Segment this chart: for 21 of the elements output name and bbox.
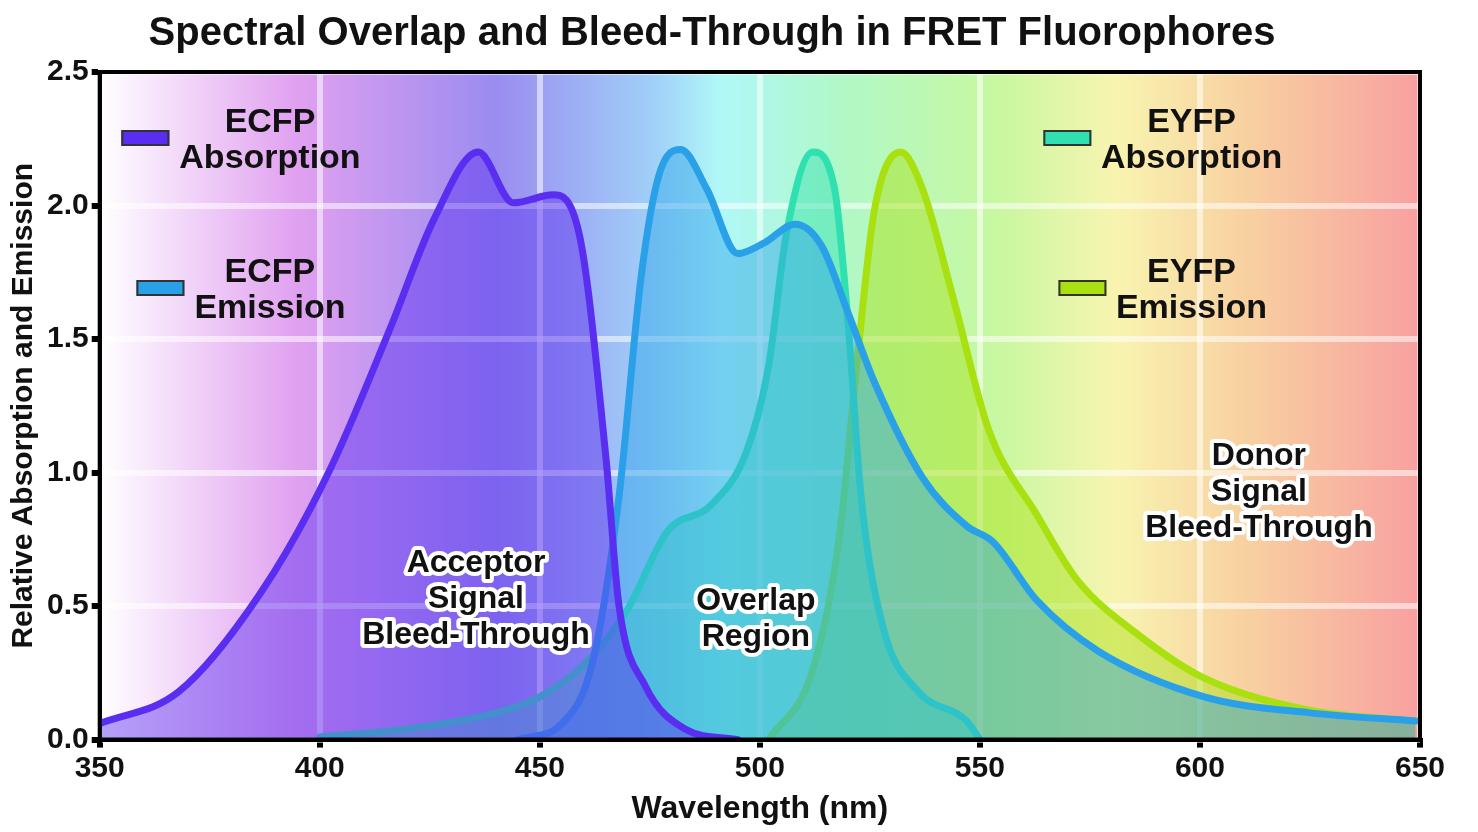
y-axis-title: Relative Absorption and Emission xyxy=(5,162,39,649)
chart-title: Spectral Overlap and Bleed-Through in FRET Fluorophores xyxy=(148,9,1276,54)
legend-label: EYFP Absorption xyxy=(1100,101,1283,176)
legend-label: ECFP Emission xyxy=(194,251,346,326)
x-tick-label: 400 xyxy=(294,749,345,783)
y-tick-label: 0.5 xyxy=(46,587,89,621)
x-tick-label: 550 xyxy=(954,749,1005,783)
x-tick-label: 500 xyxy=(734,749,785,783)
y-tick-label: 1.0 xyxy=(46,453,89,487)
legend-label: ECFP Absorption xyxy=(179,101,361,176)
annotation: Acceptor Signal Bleed-Through xyxy=(362,543,590,652)
annotation: Donor Signal Bleed-Through xyxy=(1145,436,1373,545)
x-axis-title: Wavelength (nm) xyxy=(631,788,889,825)
y-tick-label: 2.5 xyxy=(46,53,89,87)
legend-label: EYFP Emission xyxy=(1115,251,1268,326)
y-tick-label: 2.0 xyxy=(46,186,89,220)
y-tick-label: 1.5 xyxy=(46,320,89,354)
x-tick-label: 600 xyxy=(1174,749,1225,783)
x-tick-label: 650 xyxy=(1394,749,1446,783)
annotation: Overlap Region xyxy=(696,581,816,654)
x-tick-label: 450 xyxy=(514,749,565,783)
